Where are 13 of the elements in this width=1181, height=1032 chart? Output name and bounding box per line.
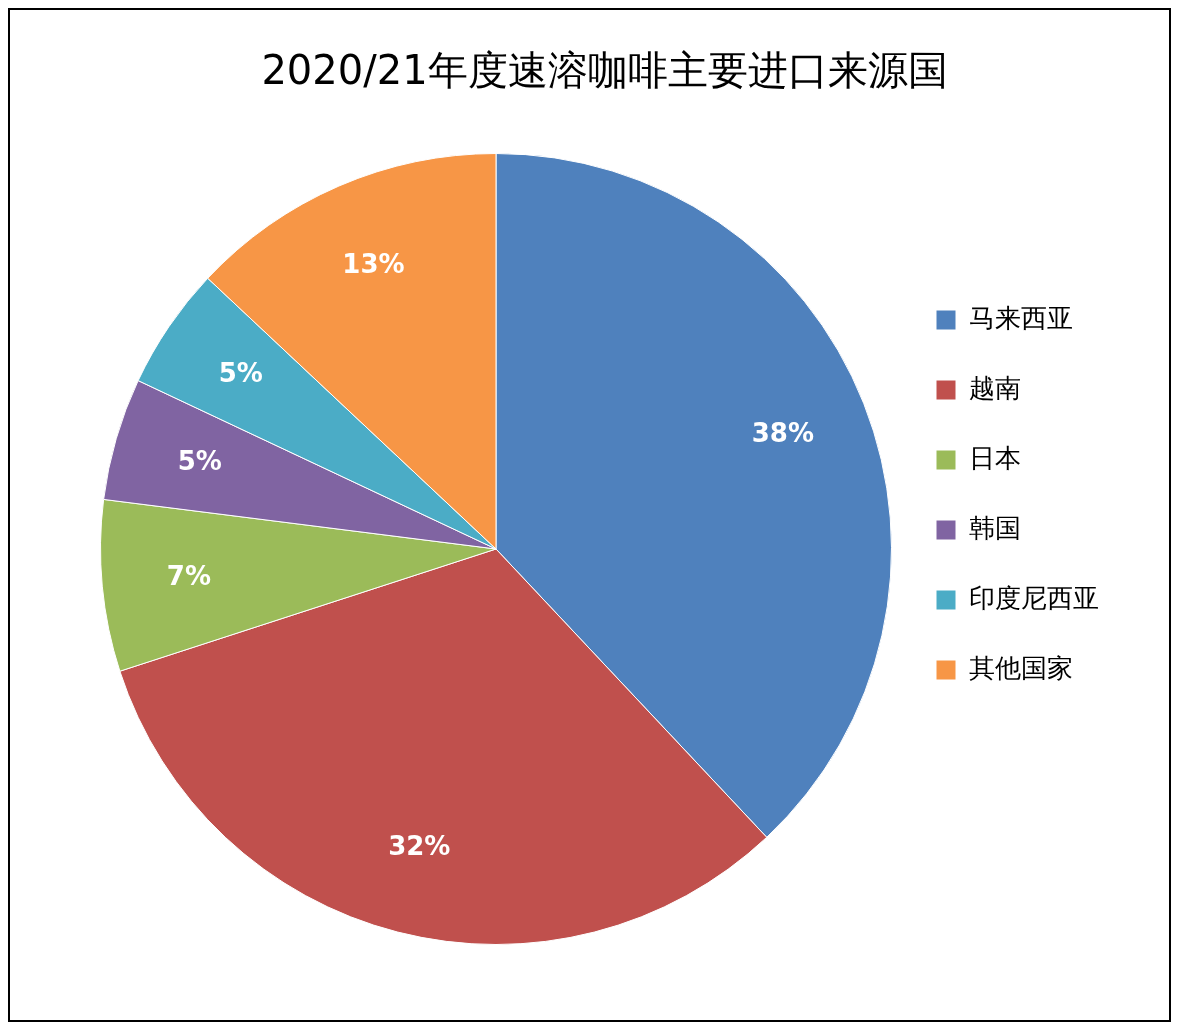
legend-label: 日本 bbox=[969, 442, 1021, 473]
data-label: 5% bbox=[177, 445, 222, 476]
legend-label: 印度尼西亚 bbox=[969, 582, 1099, 613]
legend-label: 越南 bbox=[969, 372, 1021, 403]
legend-label: 韩国 bbox=[969, 512, 1021, 543]
legend-label: 其他国家 bbox=[969, 652, 1073, 683]
data-label: 38% bbox=[751, 418, 814, 449]
chart-title: 2020/21年度速溶咖啡主要进口来源国 bbox=[261, 47, 948, 94]
legend-label: 马来西亚 bbox=[969, 302, 1073, 333]
data-label: 7% bbox=[166, 560, 211, 591]
data-label: 5% bbox=[218, 358, 263, 389]
data-label: 32% bbox=[388, 830, 451, 861]
data-label: 13% bbox=[342, 248, 405, 279]
